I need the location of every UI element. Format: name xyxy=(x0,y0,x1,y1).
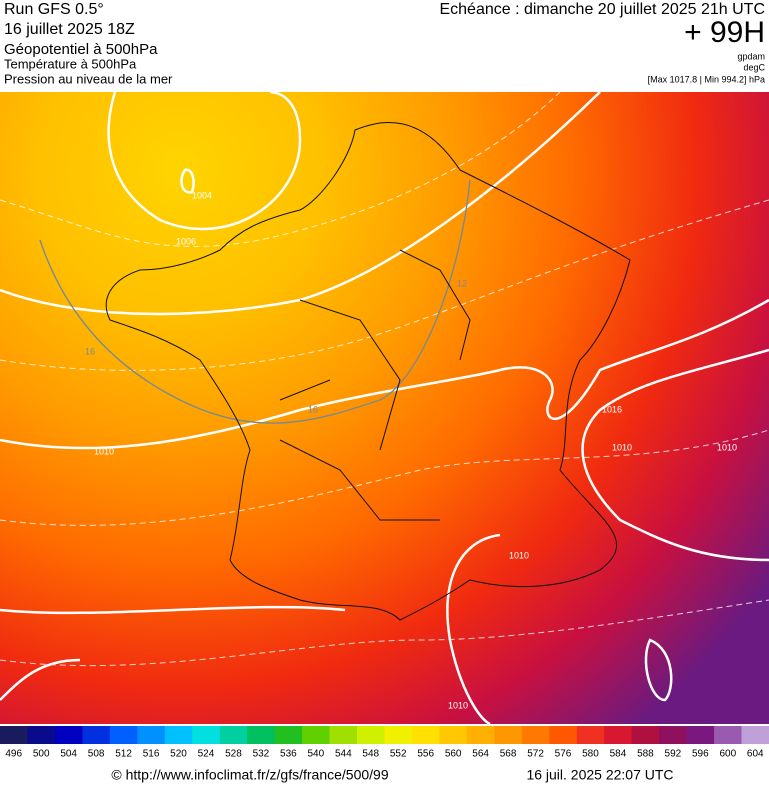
contour-label: 1004 xyxy=(192,190,212,200)
colorbar-swatch xyxy=(604,726,633,744)
contour-label: 1010 xyxy=(509,550,529,560)
colorbar-swatch xyxy=(741,726,769,744)
pressure-range: [Max 1017.8 | Min 994.2] hPa xyxy=(648,74,765,84)
colorbar-swatch xyxy=(439,726,468,744)
colorbar-swatch xyxy=(411,726,440,744)
map xyxy=(0,92,769,724)
colorbar-label: 504 xyxy=(60,749,77,760)
layer-geopotential: Géopotentiel à 500hPa xyxy=(4,41,158,58)
colorbar-swatch xyxy=(0,726,28,744)
colorbar-swatch xyxy=(549,726,578,744)
colorbar-swatch xyxy=(714,726,743,744)
run-date: 16 juillet 2025 18Z xyxy=(4,21,135,38)
unit: degC xyxy=(743,62,765,72)
borders xyxy=(105,122,631,621)
run-title: Run GFS 0.5° xyxy=(4,1,104,18)
colorbar-swatch xyxy=(274,726,303,744)
colorbar-swatch xyxy=(82,726,111,744)
contour-label: 12 xyxy=(457,278,467,288)
unit: gpdam xyxy=(737,51,765,61)
colorbar-label: 600 xyxy=(719,749,736,760)
colorbar-label: 592 xyxy=(665,749,682,760)
colorbar-label: 564 xyxy=(472,749,489,760)
colorbar-label: 520 xyxy=(170,749,187,760)
colorbar-label: 516 xyxy=(143,749,160,760)
colorbar-label: 496 xyxy=(5,749,22,760)
colorbar-label: 604 xyxy=(747,749,764,760)
colorbar-label: 580 xyxy=(582,749,599,760)
colorbar-swatch xyxy=(329,726,358,744)
isotherms xyxy=(0,92,769,667)
colorbar-swatch xyxy=(137,726,166,744)
colorbar-label: 576 xyxy=(555,749,572,760)
colorbar-label: 500 xyxy=(33,749,50,760)
layer-pressure: Pression au niveau de la mer xyxy=(4,71,173,86)
colorbar-label: 596 xyxy=(692,749,709,760)
colorbar-label: 508 xyxy=(88,749,105,760)
colorbar-swatch xyxy=(466,726,495,744)
colorbar-label: 524 xyxy=(198,749,215,760)
contour-label: 1010 xyxy=(94,446,114,456)
colorbar-label: 548 xyxy=(362,749,379,760)
contour-label: 1010 xyxy=(612,442,632,452)
colorbar-swatch xyxy=(521,726,550,744)
colorbar-swatch xyxy=(54,726,83,744)
colorbar-label: 556 xyxy=(417,749,434,760)
colorbar-label: 584 xyxy=(610,749,627,760)
layer-temperature: Température à 500hPa xyxy=(4,56,137,71)
colorbar-swatch xyxy=(302,726,331,744)
colorbar-swatch xyxy=(631,726,660,744)
colorbar-swatch xyxy=(192,726,221,744)
colorbar-label: 572 xyxy=(527,749,544,760)
colorbar-label: 512 xyxy=(115,749,132,760)
contour-label: 1010 xyxy=(448,700,468,710)
contour-label: 16 xyxy=(308,404,318,414)
colorbar-swatch xyxy=(247,726,276,744)
contour-label: 1010 xyxy=(717,442,737,452)
colorbar-label: 544 xyxy=(335,749,352,760)
map-field xyxy=(0,92,769,724)
colorbar-label: 560 xyxy=(445,749,462,760)
colorbar-label: 568 xyxy=(500,749,517,760)
colorbar-swatch xyxy=(384,726,413,744)
colorbar-label: 588 xyxy=(637,749,654,760)
contour-label: 16 xyxy=(85,346,95,356)
contour-label: 1006 xyxy=(176,236,196,246)
colorbar-swatch xyxy=(576,726,605,744)
colorbar-swatch xyxy=(686,726,715,744)
colorbar-label: 528 xyxy=(225,749,242,760)
colorbar-swatch xyxy=(109,726,138,744)
colorbar-swatch xyxy=(219,726,248,744)
colorbar-label: 536 xyxy=(280,749,297,760)
lead-time: + 99H xyxy=(684,16,765,49)
colorbar-swatch xyxy=(357,726,385,744)
colorbar-swatch xyxy=(659,726,688,744)
colorbar-label: 532 xyxy=(253,749,270,760)
colorbar-swatch xyxy=(27,726,56,744)
colorbar-swatch xyxy=(494,726,523,744)
colorbar-swatch xyxy=(164,726,193,744)
colorbar-label: 552 xyxy=(390,749,407,760)
footer-date: 16 juil. 2025 22:07 UTC xyxy=(526,767,673,783)
temperature-lines xyxy=(39,179,471,424)
colorbar-label: 540 xyxy=(307,749,324,760)
forecast-time: Echéance : dimanche 20 juillet 2025 21h … xyxy=(439,1,765,18)
footer-url: © http://www.infoclimat.fr/z/gfs/france/… xyxy=(111,767,388,783)
contour-label: 1016 xyxy=(602,404,622,414)
